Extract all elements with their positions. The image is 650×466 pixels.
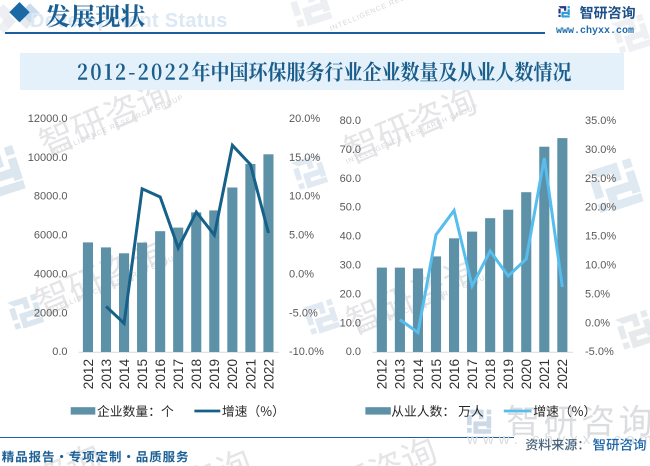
svg-text:2014: 2014 bbox=[411, 359, 426, 390]
svg-text:0.0%: 0.0% bbox=[585, 317, 610, 329]
svg-text:-5.0%: -5.0% bbox=[289, 307, 318, 319]
svg-text:10.0: 10.0 bbox=[340, 317, 361, 329]
svg-text:10.0%: 10.0% bbox=[289, 191, 320, 203]
svg-text:30.0%: 30.0% bbox=[585, 144, 616, 156]
svg-text:2018: 2018 bbox=[483, 359, 498, 389]
svg-text:2013: 2013 bbox=[99, 359, 114, 389]
svg-text:2017: 2017 bbox=[171, 359, 186, 389]
svg-text:12000.0: 12000.0 bbox=[28, 113, 68, 125]
svg-text:0.0: 0.0 bbox=[346, 346, 361, 358]
svg-text:50.0: 50.0 bbox=[340, 202, 361, 214]
svg-text:25.0%: 25.0% bbox=[585, 173, 616, 185]
svg-text:60.0: 60.0 bbox=[340, 173, 361, 185]
svg-text:35.0%: 35.0% bbox=[585, 115, 616, 127]
svg-text:0.0: 0.0 bbox=[52, 346, 67, 358]
svg-text:40.0: 40.0 bbox=[340, 231, 361, 243]
svg-text:15.0%: 15.0% bbox=[289, 152, 320, 164]
svg-text:2016: 2016 bbox=[153, 359, 168, 389]
svg-text:2021: 2021 bbox=[243, 359, 258, 389]
svg-text:30.0: 30.0 bbox=[340, 260, 361, 272]
svg-text:2022: 2022 bbox=[261, 359, 276, 389]
svg-text:2015: 2015 bbox=[135, 359, 150, 389]
svg-text:2018: 2018 bbox=[189, 359, 204, 389]
svg-text:2015: 2015 bbox=[429, 359, 444, 389]
svg-text:2012: 2012 bbox=[375, 359, 390, 389]
svg-text:10.0%: 10.0% bbox=[585, 260, 616, 272]
svg-text:20.0%: 20.0% bbox=[585, 202, 616, 214]
svg-text:2021: 2021 bbox=[537, 359, 552, 389]
svg-text:15.0%: 15.0% bbox=[585, 231, 616, 243]
svg-text:2013: 2013 bbox=[393, 359, 408, 389]
svg-text:2016: 2016 bbox=[447, 359, 462, 389]
svg-text:2014: 2014 bbox=[117, 359, 132, 390]
svg-text:5.0%: 5.0% bbox=[585, 288, 610, 300]
svg-text:-10.0%: -10.0% bbox=[289, 346, 324, 358]
svg-text:0.0%: 0.0% bbox=[289, 268, 314, 280]
svg-text:2022: 2022 bbox=[555, 359, 570, 389]
svg-text:-5.0%: -5.0% bbox=[585, 346, 614, 358]
svg-text:2012: 2012 bbox=[81, 359, 96, 389]
svg-text:70.0: 70.0 bbox=[340, 144, 361, 156]
svg-text:10000.0: 10000.0 bbox=[28, 152, 68, 164]
svg-text:4000.0: 4000.0 bbox=[34, 268, 68, 280]
svg-text:20.0%: 20.0% bbox=[289, 113, 320, 125]
svg-text:20.0: 20.0 bbox=[340, 288, 361, 300]
svg-text:2000.0: 2000.0 bbox=[34, 307, 68, 319]
svg-text:2017: 2017 bbox=[465, 359, 480, 389]
svg-text:2020: 2020 bbox=[225, 359, 240, 390]
svg-text:80.0: 80.0 bbox=[340, 115, 361, 127]
svg-text:6000.0: 6000.0 bbox=[34, 230, 68, 242]
svg-text:5.0%: 5.0% bbox=[289, 230, 314, 242]
svg-text:2020: 2020 bbox=[519, 359, 534, 390]
svg-text:8000.0: 8000.0 bbox=[34, 191, 68, 203]
svg-text:2019: 2019 bbox=[501, 359, 516, 389]
svg-text:2019: 2019 bbox=[207, 359, 222, 389]
